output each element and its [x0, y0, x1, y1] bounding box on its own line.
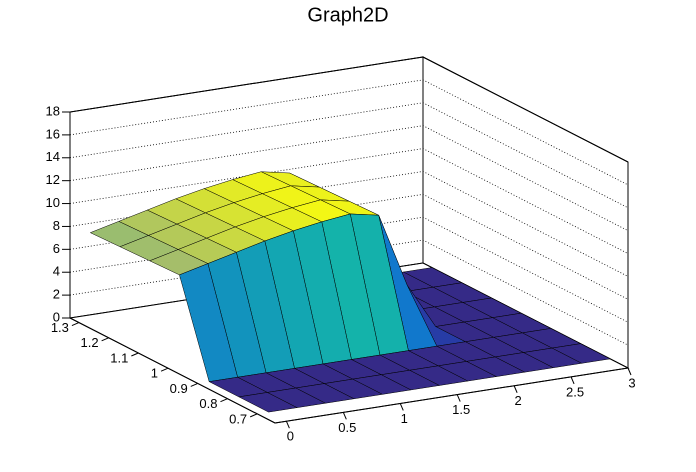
- chart-title: Graph2D: [307, 4, 388, 26]
- x-tick: [342, 412, 347, 420]
- y-tick: [101, 337, 109, 342]
- z-tick-label: 4: [53, 264, 60, 279]
- x-tick: [399, 403, 404, 411]
- y-tick-label: 1: [151, 366, 158, 381]
- box-edge: [69, 56, 424, 113]
- z-tick-label: 8: [53, 218, 60, 233]
- y-tick: [131, 352, 139, 357]
- z-tick-label: 12: [46, 172, 60, 187]
- y-tick: [190, 382, 198, 387]
- x-tick-label: 2.5: [566, 384, 584, 399]
- x-tick-label: 0: [287, 429, 294, 444]
- z-tick-label: 14: [46, 149, 60, 164]
- grid-line: [69, 239, 629, 346]
- x-tick: [627, 367, 632, 376]
- y-tick-label: 1.1: [110, 350, 128, 365]
- y-axis: [69, 317, 276, 424]
- y-tick-label: 0.7: [229, 411, 247, 426]
- x-axis: [274, 367, 629, 424]
- grid-line: [69, 216, 629, 323]
- y-tick: [160, 367, 169, 372]
- x-tick-label: 2: [515, 393, 522, 408]
- x-tick-label: 0.5: [338, 420, 356, 435]
- grid-line: [69, 79, 629, 186]
- y-tick-label: 1.3: [51, 320, 69, 335]
- y-tick-label: 0.9: [170, 381, 188, 396]
- grid-line: [69, 125, 629, 232]
- z-tick-label: 6: [53, 241, 60, 256]
- x-tick: [513, 385, 518, 393]
- surface-cell: [238, 392, 298, 413]
- grid-line: [69, 148, 629, 254]
- x-tick: [570, 376, 575, 385]
- x-tick-label: 3: [628, 375, 635, 390]
- y-tick: [249, 413, 258, 418]
- x-tick: [456, 394, 461, 402]
- grid-line: [69, 102, 629, 209]
- y-tick: [71, 322, 80, 327]
- y-tick: [220, 398, 228, 403]
- x-tick-label: 1: [401, 411, 408, 426]
- y-tick-label: 1.2: [81, 335, 99, 350]
- grid-line: [69, 171, 629, 277]
- z-tick-label: 10: [46, 195, 60, 210]
- grid-line: [69, 193, 629, 300]
- box-edge: [422, 56, 629, 163]
- x-tick: [285, 421, 290, 429]
- y-tick-label: 0.8: [199, 396, 217, 411]
- x-tick-label: 1.5: [452, 402, 470, 417]
- z-tick-label: 2: [53, 287, 60, 302]
- z-tick-label: 18: [46, 103, 60, 118]
- z-tick-label: 0: [53, 309, 60, 324]
- z-tick-label: 16: [46, 126, 60, 141]
